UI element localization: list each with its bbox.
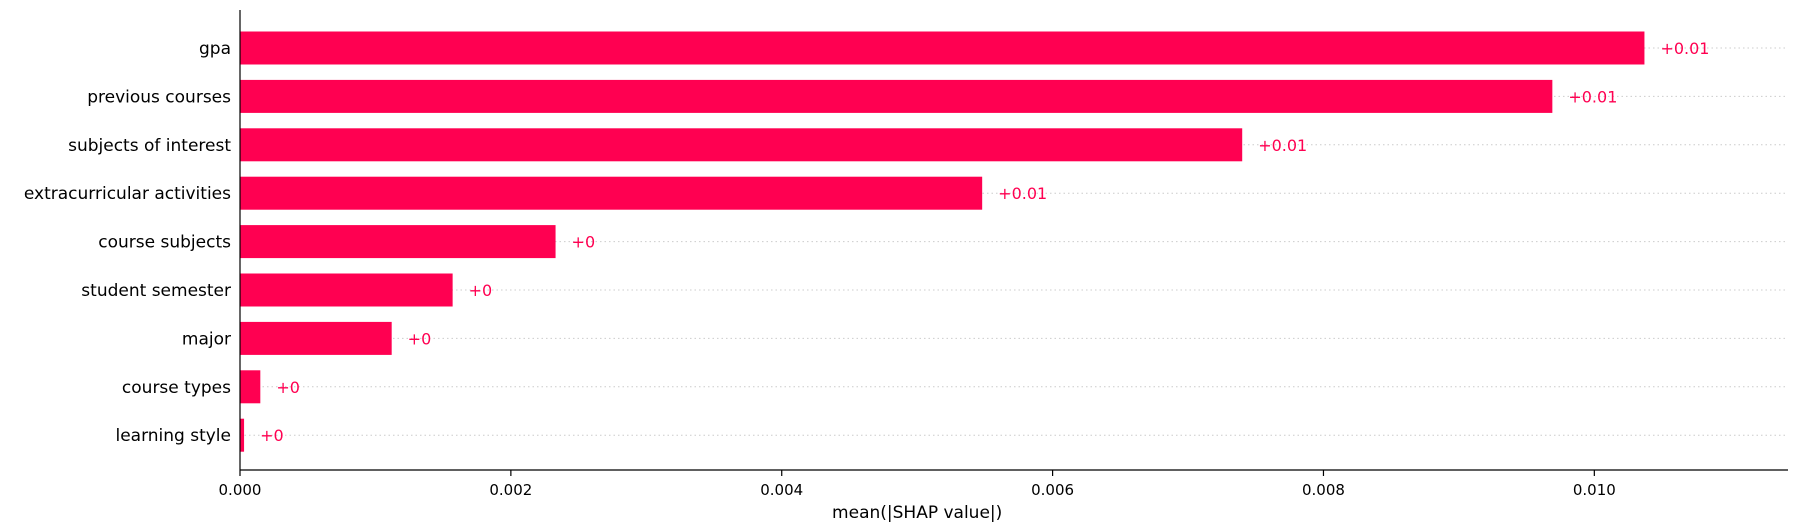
category-label: student semester — [81, 281, 231, 301]
category-label: extracurricular activities — [24, 184, 231, 204]
category-label: course subjects — [98, 233, 231, 253]
bar — [240, 418, 245, 452]
x-tick-label: 0.006 — [1031, 481, 1074, 499]
bar — [240, 128, 1243, 162]
category-label: gpa — [199, 39, 231, 59]
value-labels: +0.01 +0.01 +0.01 +0.01 +0 +0 +0 +0 +0 — [260, 39, 1709, 445]
category-label: previous courses — [87, 87, 231, 107]
value-label: +0 — [572, 233, 596, 252]
bar — [240, 79, 1553, 113]
value-label: +0.01 — [1660, 39, 1709, 58]
category-label: major — [182, 329, 231, 349]
category-label: learning style — [115, 426, 231, 446]
value-label: +0.01 — [1568, 87, 1617, 106]
value-label: +0 — [469, 281, 493, 300]
value-label: +0 — [276, 378, 300, 397]
x-axis-ticks: 0.000 0.002 0.004 0.006 0.008 0.010 — [219, 470, 1616, 499]
bar — [240, 321, 392, 355]
value-label: +0 — [408, 329, 432, 348]
x-tick-label: 0.002 — [489, 481, 532, 499]
value-label: +0.01 — [1258, 136, 1307, 155]
bar — [240, 225, 556, 259]
bar — [240, 31, 1645, 65]
category-label: subjects of interest — [68, 136, 231, 156]
bars — [240, 31, 1645, 452]
value-label: +0.01 — [998, 184, 1047, 203]
bar — [240, 370, 261, 404]
x-tick-label: 0.000 — [219, 481, 262, 499]
bar — [240, 273, 453, 307]
category-labels: gpa previous courses subjects of interest e… — [24, 39, 231, 446]
x-tick-label: 0.004 — [760, 481, 803, 499]
x-tick-label: 0.008 — [1302, 481, 1345, 499]
category-label: course types — [122, 378, 231, 398]
x-axis-title: mean(|SHAP value|) — [832, 503, 1002, 523]
x-tick-label: 0.010 — [1573, 481, 1616, 499]
bar — [240, 176, 983, 210]
value-label: +0 — [260, 426, 284, 445]
